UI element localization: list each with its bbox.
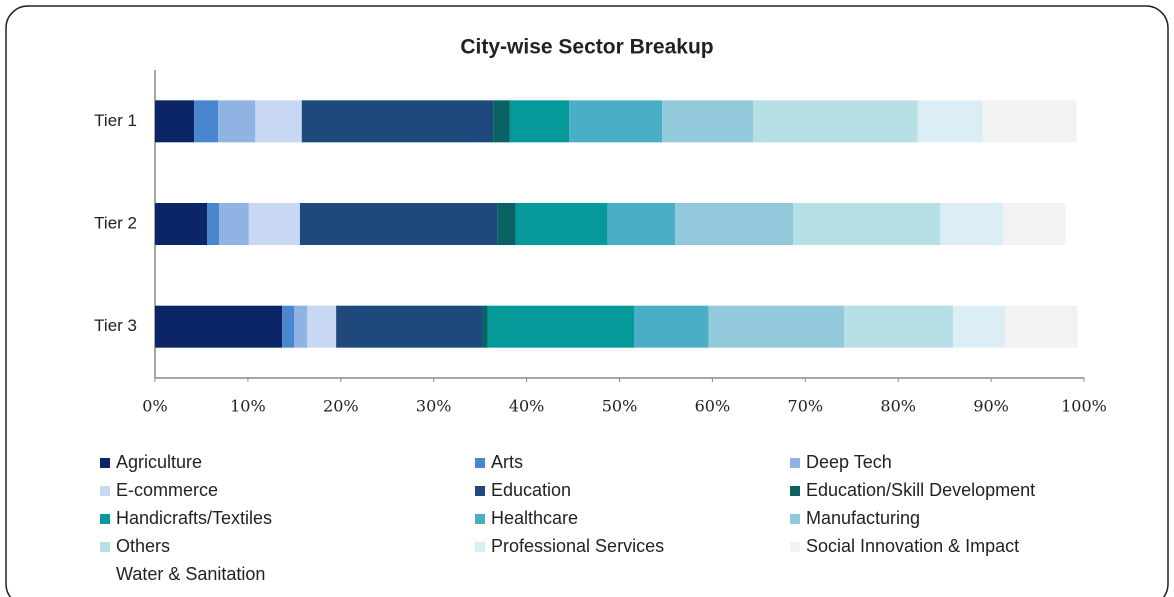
bar-segment bbox=[294, 305, 308, 348]
bar-segment bbox=[155, 100, 195, 143]
legend-swatch bbox=[475, 542, 485, 552]
bar-segment bbox=[662, 100, 754, 143]
bar-segment bbox=[282, 305, 295, 348]
legend-label: Deep Tech bbox=[806, 452, 892, 472]
bar-segment bbox=[515, 203, 608, 245]
bar-segment bbox=[675, 203, 794, 245]
legend-label: Arts bbox=[491, 452, 523, 472]
bar-segment bbox=[255, 100, 302, 143]
x-tick-label: 90% bbox=[973, 397, 1009, 416]
legend-label: Professional Services bbox=[491, 536, 664, 556]
x-tick-label: 40% bbox=[509, 397, 545, 416]
frame bbox=[5, 5, 1169, 597]
legend-swatch bbox=[100, 570, 110, 580]
legend-swatch bbox=[100, 542, 110, 552]
x-tick-label: 100% bbox=[1061, 397, 1107, 416]
legend-swatch bbox=[790, 514, 800, 524]
x-tick-label: 50% bbox=[602, 397, 638, 416]
legend-label: Education/Skill Development bbox=[806, 480, 1035, 500]
x-tick-label: 30% bbox=[416, 397, 452, 416]
x-tick-label: 20% bbox=[323, 397, 359, 416]
x-tick-label: 60% bbox=[695, 397, 731, 416]
y-tick-label: Tier 2 bbox=[94, 213, 137, 232]
bar-segment bbox=[708, 305, 845, 348]
bar-segment bbox=[497, 203, 516, 245]
bar-segment bbox=[218, 100, 256, 143]
bar-segment bbox=[493, 100, 510, 143]
legend-label: Others bbox=[116, 536, 170, 556]
bar-segment bbox=[336, 305, 483, 348]
legend-swatch bbox=[100, 514, 110, 524]
bar-segment bbox=[194, 100, 219, 143]
bar-segment bbox=[982, 100, 1077, 143]
bar-segment bbox=[248, 203, 300, 245]
legend-label: Social Innovation & Impact bbox=[806, 536, 1019, 556]
legend-label: Water & Sanitation bbox=[116, 564, 265, 584]
x-tick-label: 70% bbox=[788, 397, 824, 416]
legend-swatch bbox=[100, 458, 110, 468]
x-tick-label: 0% bbox=[142, 397, 167, 416]
bar-segment bbox=[844, 305, 954, 348]
y-tick-label: Tier 3 bbox=[94, 316, 137, 335]
legend-label: Education bbox=[491, 480, 571, 500]
bar-segment bbox=[509, 100, 570, 143]
bar-segment bbox=[299, 203, 498, 245]
x-tick-label: 80% bbox=[880, 397, 916, 416]
bar-segment bbox=[487, 305, 635, 348]
bar-segment bbox=[607, 203, 676, 245]
legend-swatch bbox=[790, 458, 800, 468]
legend-swatch bbox=[475, 514, 485, 524]
bar-segment bbox=[1005, 305, 1078, 348]
y-tick-label: Tier 1 bbox=[94, 111, 137, 130]
bar-segment bbox=[155, 203, 208, 245]
legend-label: Manufacturing bbox=[806, 508, 920, 528]
bar-segment bbox=[307, 305, 337, 348]
legend-label: E-commerce bbox=[116, 480, 218, 500]
legend-label: Healthcare bbox=[491, 508, 578, 528]
bar-segment bbox=[219, 203, 249, 245]
bar-segment bbox=[155, 305, 283, 348]
legend-label: Handicrafts/Textiles bbox=[116, 508, 272, 528]
bar-segment bbox=[793, 203, 941, 245]
legend-swatch bbox=[475, 486, 485, 496]
legend-swatch bbox=[790, 542, 800, 552]
bar-segment bbox=[207, 203, 220, 245]
chart-title: City-wise Sector Breakup bbox=[460, 36, 713, 59]
bar-segment bbox=[917, 100, 983, 143]
legend-swatch bbox=[475, 458, 485, 468]
bar-segment bbox=[753, 100, 918, 143]
legend-label: Agriculture bbox=[116, 452, 202, 472]
legend-swatch bbox=[100, 486, 110, 496]
bar-segment bbox=[482, 305, 488, 348]
bar-segment bbox=[634, 305, 709, 348]
bar-segment bbox=[1003, 203, 1066, 245]
x-tick-label: 10% bbox=[230, 397, 266, 416]
bar-segment bbox=[569, 100, 663, 143]
bar-segment bbox=[940, 203, 1004, 245]
bar-segment bbox=[953, 305, 1006, 348]
legend-swatch bbox=[790, 486, 800, 496]
bar-segment bbox=[301, 100, 494, 143]
